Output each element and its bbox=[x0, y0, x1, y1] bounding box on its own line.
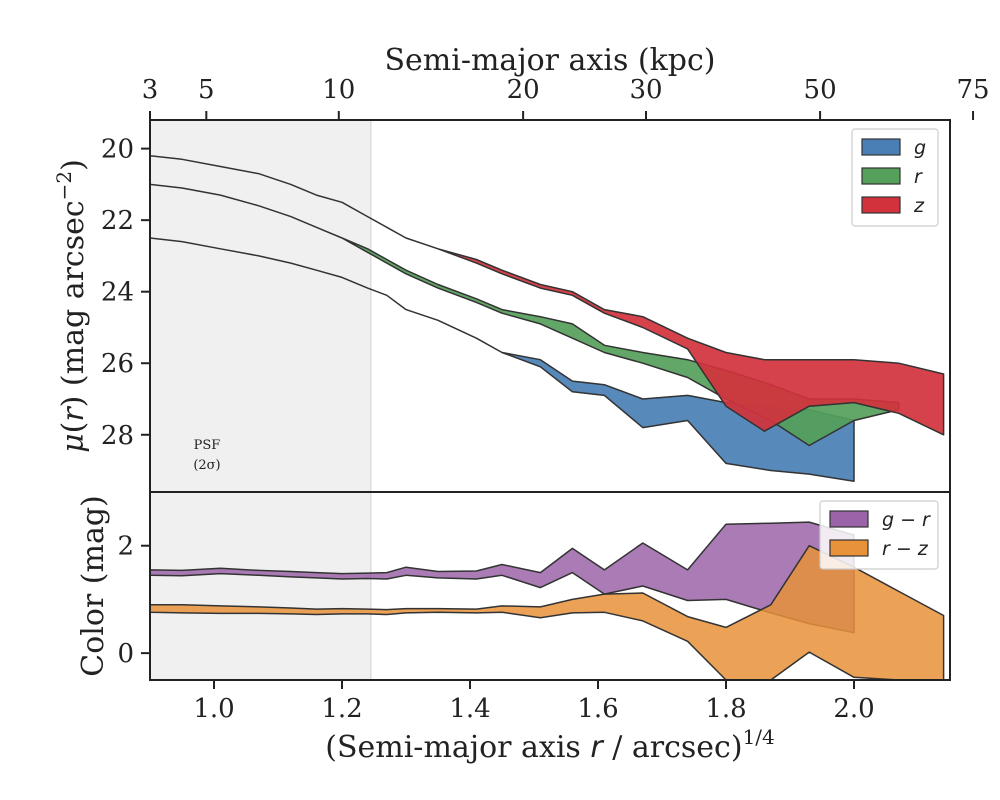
y-tick-label: 26 bbox=[101, 349, 134, 379]
top-axis-tick-label: 20 bbox=[507, 75, 540, 105]
legend-swatch bbox=[829, 539, 869, 557]
top-axis-tick-label: 5 bbox=[198, 75, 215, 105]
band-z bbox=[149, 155, 945, 436]
top-axis-tick-label: 50 bbox=[804, 75, 837, 105]
top-axis-tick-label: 3 bbox=[142, 75, 159, 105]
top-axis-label: Semi-major axis (kpc) bbox=[385, 43, 716, 78]
top-axis-tick-label: 10 bbox=[322, 75, 355, 105]
color-y-tick-label: 2 bbox=[117, 532, 134, 562]
legend-swatch bbox=[829, 510, 869, 528]
color-y-tick-label: 0 bbox=[117, 639, 134, 669]
x-tick-label: 2.0 bbox=[833, 694, 874, 724]
top-y-axis-label: μ(r) (mag arcsec−2) bbox=[52, 159, 91, 453]
legend-label: g − r bbox=[882, 509, 931, 531]
y-tick-label: 24 bbox=[101, 278, 134, 308]
legend-label: z bbox=[913, 195, 925, 217]
legend-bands: grz bbox=[851, 128, 939, 227]
y-tick-label: 22 bbox=[101, 206, 134, 236]
x-tick-label: 1.8 bbox=[705, 694, 746, 724]
axis-ticks: 3 5 10 20 30 50 75 20 22 24 26 28 0 2 1.0 1.2 1.4 1.6 1.8 2… bbox=[101, 75, 990, 724]
x-axis-label: (Semi-major axis r / arcsec)1/4 bbox=[325, 725, 775, 765]
band-g bbox=[149, 237, 855, 483]
psf-region bbox=[150, 492, 371, 680]
legend-label: r bbox=[914, 166, 923, 188]
bottom-panel-frame bbox=[149, 491, 951, 681]
legend-swatch bbox=[861, 138, 901, 156]
y-tick-label: 20 bbox=[101, 135, 134, 165]
psf-label-line2: (2σ) bbox=[193, 458, 220, 473]
psf-label-line1: PSF bbox=[194, 438, 221, 453]
top-axis-tick-label: 30 bbox=[629, 75, 662, 105]
x-tick-label: 1.0 bbox=[193, 694, 234, 724]
y-tick-label: 28 bbox=[101, 421, 134, 451]
x-tick-label: 1.2 bbox=[321, 694, 362, 724]
legend-label: r − z bbox=[882, 538, 929, 560]
top-axis-tick-label: 75 bbox=[956, 75, 989, 105]
psf-region bbox=[150, 120, 371, 492]
x-tick-label: 1.6 bbox=[577, 694, 618, 724]
legend-label: g bbox=[914, 137, 926, 159]
bottom-y-axis-label: Color (mag) bbox=[76, 495, 111, 677]
legend-colors: g − r r − z bbox=[819, 500, 939, 570]
x-tick-label: 1.4 bbox=[449, 694, 490, 724]
legend-swatch bbox=[861, 167, 901, 185]
legend-swatch bbox=[861, 196, 901, 214]
surface-brightness-bands bbox=[149, 155, 945, 483]
